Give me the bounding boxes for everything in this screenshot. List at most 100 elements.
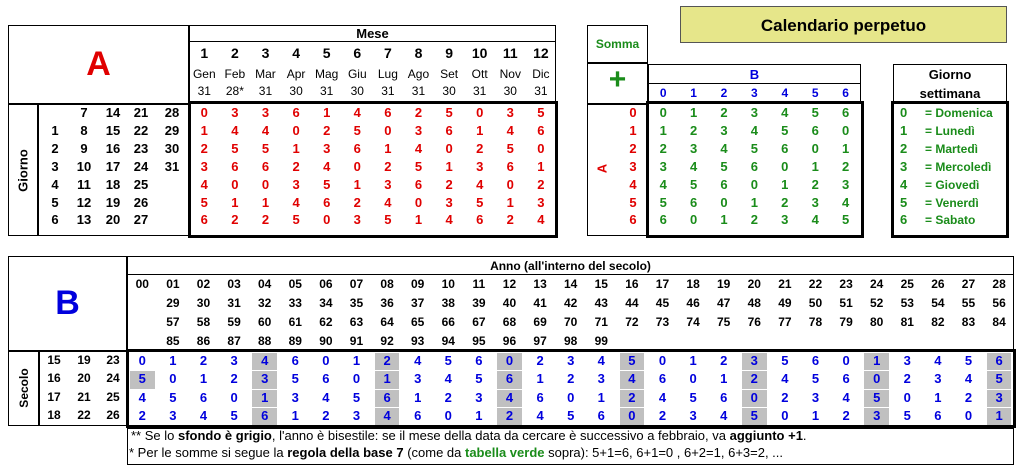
- year-digits: 57: [166, 315, 180, 329]
- year-code: 5: [444, 353, 452, 368]
- month-days: 31: [381, 84, 395, 98]
- day-number: 2: [51, 140, 59, 156]
- somma-cell: 3: [689, 140, 698, 156]
- month-number: 3: [261, 45, 270, 61]
- month-days: 31: [473, 84, 487, 98]
- month-code: 1: [261, 194, 270, 210]
- month-code: 3: [384, 176, 392, 192]
- year-digits: 60: [258, 315, 272, 329]
- year-code: 6: [536, 389, 544, 405]
- weekday-name: = Venerdì: [925, 195, 979, 210]
- year-digits: 16: [625, 277, 639, 291]
- secolo-label: Secolo: [17, 368, 31, 408]
- month-code: 6: [353, 140, 361, 156]
- somma-cell: 3: [720, 122, 728, 138]
- month-code: 4: [384, 194, 392, 210]
- month-code: 6: [414, 176, 423, 192]
- leap-year-shade: [619, 371, 645, 389]
- leap-year-shade: [864, 407, 889, 426]
- month-code: 1: [445, 158, 453, 174]
- somma-cell: 5: [689, 176, 698, 192]
- somma-cell: 6: [720, 176, 728, 192]
- month-number: 1: [200, 45, 209, 61]
- year-digits: 45: [655, 296, 670, 310]
- month-code: 0: [476, 105, 484, 120]
- year-code: 4: [414, 353, 422, 368]
- month-code: 1: [231, 194, 239, 210]
- year-digits: 29: [166, 296, 180, 310]
- month-code: 6: [292, 105, 300, 120]
- day-number: 13: [76, 212, 92, 228]
- year-code: 5: [475, 371, 483, 387]
- year-code: 4: [658, 389, 667, 405]
- somma-cell: 2: [689, 122, 698, 138]
- month-code: 1: [292, 140, 300, 156]
- month-number: 12: [533, 45, 549, 61]
- year-digits: 19: [717, 277, 731, 291]
- day-number: 16: [105, 140, 121, 156]
- year-code: 1: [689, 353, 697, 368]
- somma-col-header: 0: [659, 86, 667, 100]
- weekday-number: 6: [900, 212, 908, 228]
- month-code: 1: [353, 176, 361, 192]
- century-number: 24: [106, 371, 120, 386]
- leap-year-shade: [497, 371, 522, 389]
- table-b-letter-cell: [8, 256, 127, 351]
- somma-cell: 5: [720, 158, 728, 174]
- year-code: 5: [169, 389, 177, 405]
- day-number: 24: [133, 158, 149, 174]
- month-number: 6: [353, 45, 362, 61]
- weekday-number: 1: [900, 122, 908, 138]
- day-number: 5: [51, 194, 59, 210]
- leap-year-shade: [619, 407, 645, 426]
- year-code: 4: [964, 371, 973, 387]
- somma-cell: 1: [720, 212, 728, 228]
- somma-label: Somma: [595, 37, 640, 51]
- somma-cell: 6: [811, 122, 819, 138]
- somma-cell: 0: [720, 194, 728, 210]
- year-code: 0: [322, 353, 330, 368]
- somma-cell: 6: [781, 140, 789, 156]
- year-digits: 84: [992, 315, 1006, 329]
- year-digits: 14: [564, 277, 578, 291]
- table-a-letter: A: [86, 45, 111, 83]
- year-code: 3: [414, 371, 422, 387]
- year-code: 2: [383, 353, 391, 368]
- month-code: 3: [200, 158, 208, 174]
- year-digits: 51: [839, 296, 853, 310]
- month-number: 4: [292, 45, 300, 61]
- giorno-label-cell: [8, 104, 38, 236]
- century-number: 18: [47, 407, 61, 422]
- month-code: 2: [292, 158, 300, 174]
- year-digits: 82: [931, 315, 945, 329]
- year-code: 0: [169, 371, 177, 387]
- year-code: 0: [444, 407, 452, 423]
- year-code: 3: [291, 389, 299, 405]
- year-code: 4: [383, 407, 391, 423]
- day-number: 28: [164, 105, 180, 120]
- leap-year-shade: [252, 407, 277, 426]
- year-code: 2: [567, 371, 575, 387]
- year-digits: 59: [227, 315, 241, 329]
- year-code: 5: [811, 371, 820, 387]
- year-code: 0: [873, 371, 881, 387]
- year-digits: 79: [839, 315, 853, 329]
- month-code: 2: [323, 122, 331, 138]
- day-number: 30: [164, 140, 180, 156]
- leap-year-shade: [864, 389, 889, 407]
- somma-cell: 5: [811, 105, 819, 120]
- somma-cell: 1: [841, 140, 850, 156]
- weekday-name: = Lunedì: [925, 123, 975, 138]
- month-code: 2: [506, 212, 514, 228]
- month-code: 4: [414, 140, 423, 156]
- year-code: 3: [811, 389, 820, 405]
- year-digits: 75: [717, 315, 731, 329]
- year-code: 4: [597, 353, 605, 368]
- month-code: 5: [200, 194, 208, 210]
- month-name: Mag: [315, 67, 339, 81]
- somma-col-header: 3: [751, 86, 758, 100]
- year-code: 2: [720, 353, 728, 368]
- month-code: 6: [200, 212, 208, 228]
- day-number: 22: [133, 122, 149, 138]
- weekday-number: 5: [900, 194, 908, 210]
